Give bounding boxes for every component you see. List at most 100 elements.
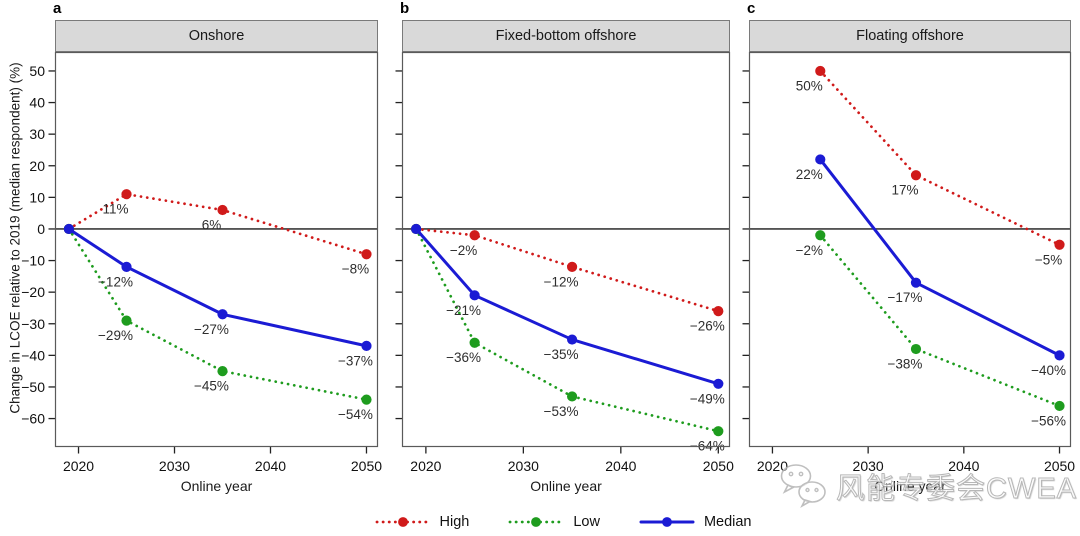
point-label: −29% — [98, 328, 133, 343]
data-point-low — [1054, 400, 1065, 412]
y-tick-label: 50 — [29, 63, 45, 79]
legend-item-high: High — [374, 514, 469, 530]
plot-area-b: 2020 2030 2040 2050−2%−12%−26%−36%−53%−64%−… — [395, 51, 734, 474]
data-point-high — [713, 306, 724, 317]
x-axis-title: Online year — [530, 478, 602, 494]
x-tick-label: 2050 — [703, 458, 734, 474]
data-point-low — [910, 343, 922, 355]
y-tick-label: −40 — [21, 347, 45, 363]
y-axis-title: Change in LCOE relative to 2019 (median … — [7, 62, 23, 414]
data-point-low — [361, 394, 372, 405]
data-point-median — [713, 378, 724, 389]
panel-title: Fixed-bottom offshore — [402, 20, 730, 52]
panel-title: Onshore — [55, 20, 378, 52]
y-tick-label: −50 — [21, 379, 45, 395]
point-label: 22% — [796, 167, 823, 182]
x-axis-title: Online year — [180, 478, 253, 494]
point-label: −49% — [690, 391, 725, 406]
data-point-median — [815, 154, 826, 165]
point-label: −45% — [194, 379, 229, 394]
data-point-low — [469, 337, 480, 348]
plot-area-a: 50 40 30 20 10 0 −10 −20 −30 −40 −50 −60 2020 2030 204… — [21, 51, 382, 474]
y-tick-label: 0 — [37, 221, 45, 237]
point-label: 50% — [796, 78, 823, 93]
data-point-high — [566, 261, 578, 272]
point-label: −17% — [888, 290, 923, 305]
point-label: −54% — [338, 407, 373, 422]
x-tick-label: 2020 — [410, 458, 441, 474]
plot-area-c: 2020 2030 2040 2050 50% 17% −5% −2% −38% −56% 22% −… — [742, 51, 1075, 474]
panel-letter: a — [53, 0, 62, 17]
point-label: 11% — [102, 202, 128, 217]
series-line-high — [414, 227, 720, 313]
data-point-low — [121, 315, 132, 326]
data-point-low — [566, 391, 578, 402]
x-tick-label: 2040 — [255, 458, 286, 474]
data-point-median — [566, 334, 578, 345]
series-line-low — [818, 233, 1061, 408]
series-line-high — [67, 192, 368, 256]
legend: High Low Median — [55, 514, 1070, 530]
y-tick-label: −30 — [21, 316, 45, 332]
legend-swatch-solid — [639, 517, 695, 527]
x-tick-label: 2030 — [159, 458, 190, 474]
y-tick-label: −10 — [21, 253, 45, 269]
x-tick-label: 2040 — [948, 458, 979, 474]
data-point-median — [217, 309, 228, 320]
data-point-high — [121, 189, 132, 200]
y-tick-label: 30 — [29, 126, 45, 142]
y-tick-label: −20 — [21, 284, 45, 300]
point-label: −5% — [1035, 252, 1062, 267]
data-point-high — [361, 249, 372, 260]
point-label: −2% — [450, 243, 477, 258]
point-label: −40% — [1031, 363, 1066, 378]
series-line-low — [67, 227, 368, 401]
y-tick-label: 40 — [29, 95, 45, 111]
series-line-median — [818, 157, 1062, 357]
legend-swatch-dotted — [508, 517, 564, 527]
data-point-high — [469, 230, 480, 241]
x-tick-label: 2050 — [1044, 458, 1075, 474]
data-point-high — [910, 170, 922, 181]
point-label: −12% — [98, 274, 133, 289]
point-label: −12% — [544, 274, 579, 289]
point-label: −37% — [338, 353, 373, 368]
data-point-median — [910, 277, 922, 288]
series-line-median — [67, 227, 368, 348]
point-label: 17% — [891, 183, 918, 198]
point-label: −35% — [544, 347, 579, 362]
point-label: −38% — [888, 357, 923, 372]
legend-swatch-dotted — [375, 517, 430, 527]
point-label: −8% — [342, 262, 369, 277]
panel-title: Floating offshore — [749, 20, 1071, 52]
x-tick-label: 2020 — [63, 458, 94, 474]
point-label: −26% — [690, 319, 725, 334]
y-tick-label: −60 — [21, 411, 45, 427]
data-point-median — [411, 223, 422, 235]
series-line-low — [414, 227, 720, 433]
point-label: −53% — [544, 404, 579, 419]
point-label: −56% — [1031, 413, 1066, 428]
data-point-low — [815, 230, 826, 241]
x-tick-label: 2040 — [605, 458, 636, 474]
data-point-low — [713, 426, 724, 437]
series-line-median — [414, 227, 720, 386]
series-line-high — [818, 69, 1061, 247]
y-tick-label: 20 — [29, 158, 45, 174]
x-tick-label: 2020 — [757, 458, 788, 474]
legend-item-low: Low — [507, 514, 600, 530]
data-point-median — [121, 261, 132, 272]
data-point-median — [1054, 350, 1065, 361]
data-point-median — [469, 290, 480, 301]
data-point-high — [1054, 239, 1065, 250]
point-label: −2% — [796, 243, 823, 258]
x-axis-title: Online year — [874, 478, 946, 494]
panel-letter: c — [747, 0, 756, 17]
data-point-median — [63, 223, 75, 235]
data-point-median — [361, 340, 372, 351]
point-label: 6% — [202, 218, 222, 233]
data-point-high — [815, 65, 826, 77]
point-label: −27% — [194, 322, 229, 337]
x-tick-label: 2030 — [508, 458, 539, 474]
point-label: −21% — [446, 303, 481, 318]
